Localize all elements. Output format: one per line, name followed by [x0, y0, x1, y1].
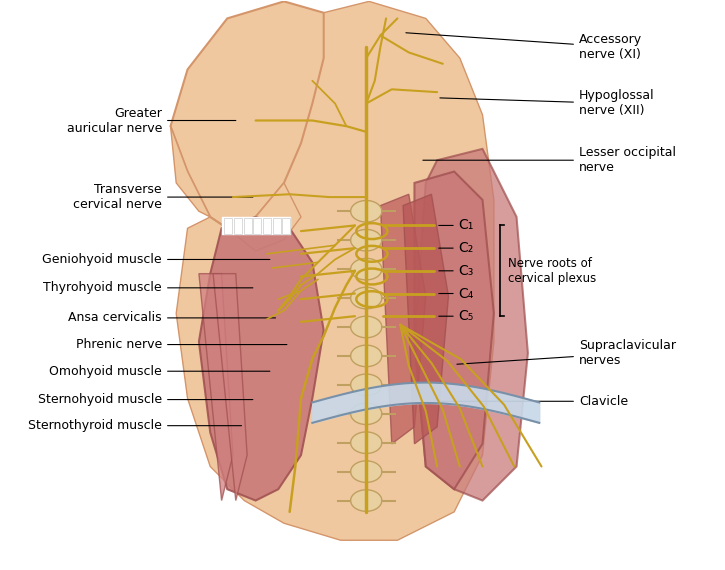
Polygon shape	[170, 126, 301, 251]
Polygon shape	[415, 149, 528, 500]
Text: Sternothyroid muscle: Sternothyroid muscle	[28, 419, 241, 432]
Polygon shape	[199, 217, 323, 500]
Text: Greater
auricular nerve: Greater auricular nerve	[67, 107, 236, 135]
Text: Ansa cervicalis: Ansa cervicalis	[68, 311, 276, 324]
Ellipse shape	[351, 201, 382, 222]
Text: Hypoglossal
nerve (XII): Hypoglossal nerve (XII)	[440, 89, 655, 117]
Ellipse shape	[351, 316, 382, 338]
Text: Phrenic nerve: Phrenic nerve	[76, 338, 287, 351]
Text: C₂: C₂	[439, 241, 474, 255]
Bar	[234, 218, 242, 234]
Ellipse shape	[351, 432, 382, 454]
Ellipse shape	[351, 461, 382, 482]
Polygon shape	[213, 274, 247, 500]
Ellipse shape	[351, 229, 382, 251]
Polygon shape	[199, 274, 233, 500]
Polygon shape	[415, 172, 494, 489]
Ellipse shape	[351, 345, 382, 367]
Text: Transverse
cervical nerve: Transverse cervical nerve	[73, 183, 253, 211]
Text: Clavicle: Clavicle	[440, 395, 628, 408]
Text: Sternohyoid muscle: Sternohyoid muscle	[38, 393, 253, 406]
Polygon shape	[170, 1, 323, 228]
Text: C₅: C₅	[439, 309, 474, 323]
Ellipse shape	[351, 490, 382, 511]
Bar	[273, 218, 281, 234]
Ellipse shape	[351, 287, 382, 309]
Text: Supraclavicular
nerves: Supraclavicular nerves	[457, 339, 676, 367]
Text: Lesser occipital
nerve: Lesser occipital nerve	[423, 146, 676, 174]
Text: Thyrohyoid muscle: Thyrohyoid muscle	[44, 282, 253, 294]
Polygon shape	[381, 194, 426, 444]
Bar	[225, 218, 233, 234]
Bar	[263, 218, 271, 234]
Text: C₃: C₃	[439, 264, 474, 278]
Bar	[253, 218, 261, 234]
Ellipse shape	[351, 374, 382, 396]
Bar	[282, 218, 290, 234]
Text: C₁: C₁	[439, 218, 474, 233]
Text: Accessory
nerve (XI): Accessory nerve (XI)	[406, 32, 642, 61]
Ellipse shape	[351, 258, 382, 280]
Bar	[244, 218, 252, 234]
Ellipse shape	[351, 403, 382, 425]
Text: Nerve roots of
cervical plexus: Nerve roots of cervical plexus	[508, 257, 596, 285]
Text: Omohyoid muscle: Omohyoid muscle	[49, 365, 270, 378]
Polygon shape	[176, 1, 494, 540]
Polygon shape	[403, 194, 449, 444]
Text: C₄: C₄	[439, 287, 474, 300]
Text: Geniohyoid muscle: Geniohyoid muscle	[42, 253, 270, 266]
